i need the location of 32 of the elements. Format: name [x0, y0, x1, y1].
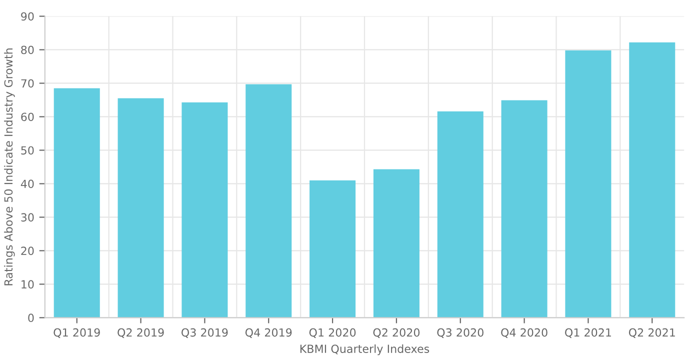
y-tick-label: 0: [28, 314, 34, 322]
x-tick-label: Q1 2021: [565, 328, 611, 338]
x-tick-label: Q4 2020: [501, 328, 548, 338]
bar: [629, 42, 676, 318]
y-tick-label: 80: [21, 46, 34, 54]
y-tick-label: 70: [21, 79, 34, 88]
x-tick-label: Q2 2021: [628, 328, 675, 338]
x-axis-title: KBMI Quarterly Indexes: [300, 344, 430, 356]
y-axis-title: Ratings Above 50 Indicate Industry Growth: [4, 48, 15, 286]
bar: [182, 102, 228, 318]
y-tick-label: 30: [21, 213, 34, 222]
bar: [501, 100, 548, 318]
x-tick-label: Q2 2020: [373, 328, 420, 338]
bar: [118, 98, 164, 318]
y-tick-label: 50: [21, 146, 34, 155]
y-tick-label: 20: [21, 246, 34, 256]
y-tick-label: 40: [20, 180, 34, 188]
x-tick-label: Q3 2019: [182, 328, 228, 338]
bar: [565, 50, 612, 318]
y-tick-label: 60: [21, 112, 34, 122]
x-tick-label: Q4 2019: [245, 328, 292, 338]
x-tick-label: Q1 2020: [309, 328, 356, 338]
bar: [54, 88, 100, 318]
bar: [373, 169, 420, 318]
bar: [246, 84, 292, 318]
bar: [310, 180, 356, 318]
y-tick-label: 10: [22, 280, 34, 289]
x-tick-label: Q1 2019: [54, 328, 100, 338]
x-tick-label: Q3 2020: [437, 328, 484, 338]
y-tick-label: 90: [21, 12, 34, 21]
x-tick-label: Q2 2019: [118, 328, 164, 338]
bar: [437, 111, 484, 318]
